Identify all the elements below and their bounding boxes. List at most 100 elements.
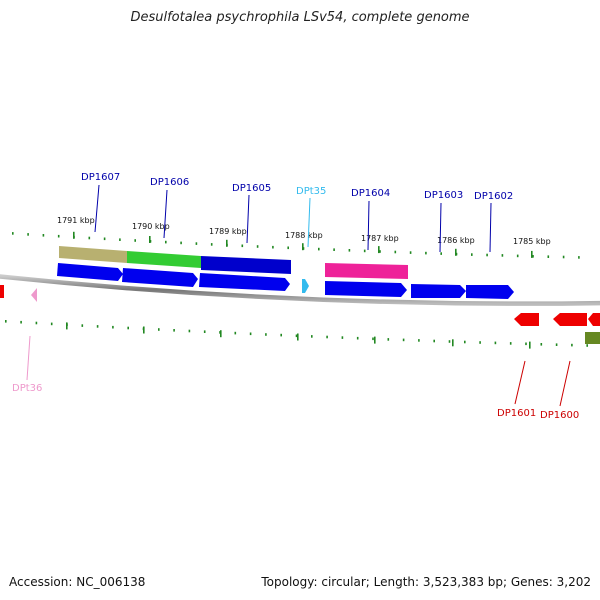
- scale-dot: [464, 340, 466, 344]
- scale-dot: [540, 343, 543, 346]
- scale-dot: [409, 251, 412, 254]
- genome-summary-text: Topology: circular; Length: 3,523,383 bp…: [261, 575, 591, 589]
- scale-dot: [280, 333, 282, 337]
- feature-green-segment[interactable]: [127, 251, 201, 268]
- scale-dot: [5, 320, 7, 323]
- scale-dot: [516, 254, 519, 258]
- gene-arrow-dp1600[interactable]: [553, 313, 587, 326]
- gene-arrow-dp1606[interactable]: [122, 268, 198, 287]
- scale-dot: [341, 336, 344, 339]
- gene-label-dp1600[interactable]: DP1600: [540, 410, 579, 421]
- scale-dot: [35, 321, 38, 325]
- feature-darkgreen-segment[interactable]: [585, 332, 600, 344]
- scale-dot: [326, 335, 328, 339]
- gene-arrow-dp1601[interactable]: [514, 313, 539, 326]
- gene-arrow-right-edge[interactable]: [588, 313, 600, 326]
- scale-dot: [571, 343, 573, 347]
- scale-dot: [440, 252, 442, 255]
- leader-dp1605: [246, 194, 250, 244]
- scale-major-tick: [226, 239, 228, 247]
- leader-dp1600: [559, 360, 571, 407]
- leader-dpt35: [307, 197, 311, 248]
- scale-major-tick: [149, 236, 151, 243]
- scale-dot: [241, 244, 244, 248]
- leader-dp1601: [514, 360, 526, 405]
- trna-arrow-dpt35[interactable]: [302, 279, 309, 293]
- scale-major-tick: [143, 326, 145, 334]
- gene-label-dpt35[interactable]: DPt35: [296, 186, 326, 197]
- gene-label-dp1605[interactable]: DP1605: [232, 183, 271, 194]
- scale-major-tick: [297, 333, 299, 341]
- scale-major-tick: [66, 322, 68, 330]
- gene-arrow-dp1605[interactable]: [199, 273, 290, 291]
- accession-text: Accession: NC_006138: [9, 575, 146, 589]
- scale-dot: [356, 336, 359, 340]
- scale-dots-upper: [12, 232, 580, 259]
- gene-label-dp1606[interactable]: DP1606: [150, 177, 189, 188]
- scale-dot: [379, 250, 381, 253]
- feature-olive-segment[interactable]: [59, 246, 127, 263]
- scale-dots-lower: [5, 320, 588, 347]
- scale-dot: [418, 339, 420, 342]
- scale-dot: [57, 234, 60, 238]
- gene-label-dp1602[interactable]: DP1602: [474, 191, 513, 202]
- trna-arrow-dpt36[interactable]: [31, 288, 37, 302]
- scale-label-1791: 1791 kbp: [57, 216, 95, 225]
- scale-dot: [188, 329, 191, 333]
- scale-dot: [50, 322, 53, 326]
- scale-dot: [479, 341, 481, 344]
- gene-label-dpt36[interactable]: DPt36: [12, 383, 42, 394]
- scale-label-1789: 1789 kbp: [209, 227, 247, 236]
- scale-dot: [173, 329, 175, 332]
- scale-dot: [348, 249, 351, 252]
- feature-blue-segment[interactable]: [201, 256, 291, 274]
- gene-arrow-dp1603[interactable]: [411, 284, 466, 298]
- scale-major-tick: [531, 250, 533, 258]
- scale-dot: [119, 238, 121, 241]
- feature-magenta-segment[interactable]: [325, 263, 408, 279]
- leader-dp1603: [439, 202, 442, 253]
- gene-arrow-dp1607[interactable]: [57, 263, 123, 281]
- scale-dot: [42, 234, 45, 237]
- gene-label-dp1601[interactable]: DP1601: [497, 408, 536, 419]
- leader-dp1607: [94, 184, 100, 233]
- scale-dot: [311, 335, 313, 338]
- gene-arrow-dp1604[interactable]: [325, 281, 407, 297]
- gene-label-dp1603[interactable]: DP1603: [424, 190, 463, 201]
- scale-major-tick: [455, 248, 457, 256]
- map-title: Desulfotalea psychrophila LSv54, complet…: [130, 10, 470, 25]
- leader-dp1602: [489, 202, 492, 253]
- leader-dpt36: [26, 335, 31, 381]
- scale-dot: [272, 245, 274, 249]
- scale-ticks: [66, 231, 533, 349]
- reverse-genes: [0, 285, 600, 344]
- scale-major-tick: [302, 243, 304, 251]
- scale-dot: [578, 256, 580, 259]
- gene-arrow-left-edge[interactable]: [0, 285, 4, 298]
- gene-label-dp1604[interactable]: DP1604: [351, 188, 390, 199]
- gene-arrow-dp1602[interactable]: [466, 285, 514, 299]
- scale-labels: 1791 kbp 1790 kbp 1789 kbp 1788 kbp 1787…: [57, 216, 551, 246]
- scale-dot: [433, 339, 435, 343]
- scale-dot: [134, 239, 136, 242]
- leader-lines: [26, 184, 571, 407]
- scale-dot: [402, 338, 405, 342]
- scale-label-1786: 1786 kbp: [437, 236, 475, 245]
- scale-major-tick: [452, 339, 454, 347]
- scale-label-1790: 1790 kbp: [132, 222, 170, 231]
- scale-dot: [562, 255, 565, 259]
- scale-dot: [486, 253, 488, 257]
- scale-dot: [586, 344, 588, 347]
- scale-dot: [210, 243, 213, 246]
- gene-labels: DP1607 DP1606 DP1605 DPt35 DP1604 DP1603…: [12, 172, 579, 421]
- scale-dot: [265, 333, 267, 336]
- scale-dot: [27, 233, 29, 236]
- scale-dot: [509, 342, 512, 345]
- outer-feature-track: [59, 246, 408, 279]
- scale-dot: [448, 340, 451, 343]
- scale-dot: [158, 328, 160, 331]
- scale-dot: [425, 251, 427, 255]
- gene-label-dp1607[interactable]: DP1607: [81, 172, 120, 183]
- scale-dot: [256, 245, 259, 248]
